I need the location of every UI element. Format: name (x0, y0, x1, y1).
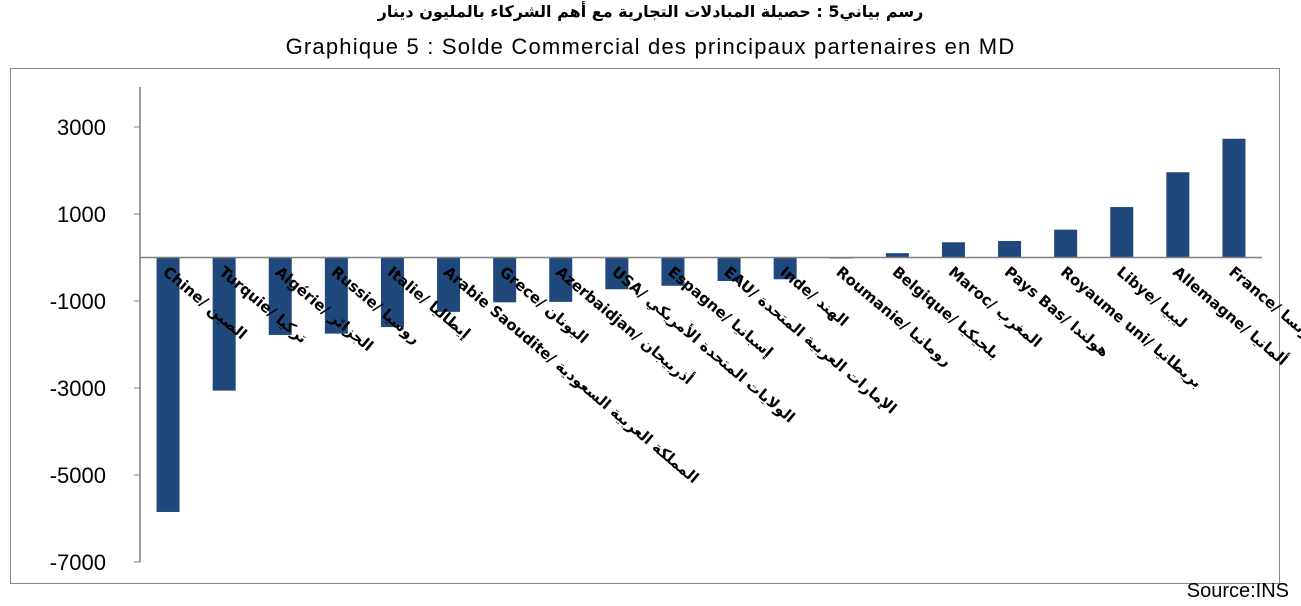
bar (1110, 207, 1134, 258)
bar (1222, 138, 1246, 258)
bar (324, 257, 348, 334)
bar (605, 257, 629, 290)
bar (380, 257, 404, 328)
bar (1166, 172, 1190, 258)
bar (437, 257, 461, 312)
y-tick-label: 3000 (57, 115, 106, 140)
bar (1054, 229, 1078, 258)
chart-title-french: Graphique 5 : Solde Commercial des princ… (285, 34, 1016, 59)
y-tick-label: -5000 (50, 463, 106, 488)
chart-title-arabic: رسم بياني5 : حصيلة المبادلات التجارية مع… (377, 2, 924, 21)
bar (661, 257, 685, 286)
category-label: Pays Bas/ هولندا (1001, 263, 1113, 361)
bar (156, 257, 180, 512)
bar (493, 257, 517, 303)
y-axis-ticks: 3000 1000 -1000 -3000 -5000 -7000 (50, 115, 140, 575)
bars (156, 138, 1246, 512)
y-tick-label: -1000 (50, 289, 106, 314)
bar (885, 253, 909, 258)
bar (549, 257, 573, 302)
bar (998, 240, 1022, 258)
axes (139, 87, 1262, 562)
y-tick-label: -3000 (50, 376, 106, 401)
y-tick-label: 1000 (57, 202, 106, 227)
bar (212, 257, 236, 391)
bar (941, 242, 965, 258)
bar (717, 257, 741, 281)
source-note: Source:INS (1186, 580, 1289, 602)
category-label: Maroc/ المغرب (945, 263, 1045, 351)
y-tick-label: -7000 (50, 550, 106, 575)
bar (773, 257, 797, 280)
bar (268, 257, 292, 335)
chart-frame (10, 68, 1280, 584)
